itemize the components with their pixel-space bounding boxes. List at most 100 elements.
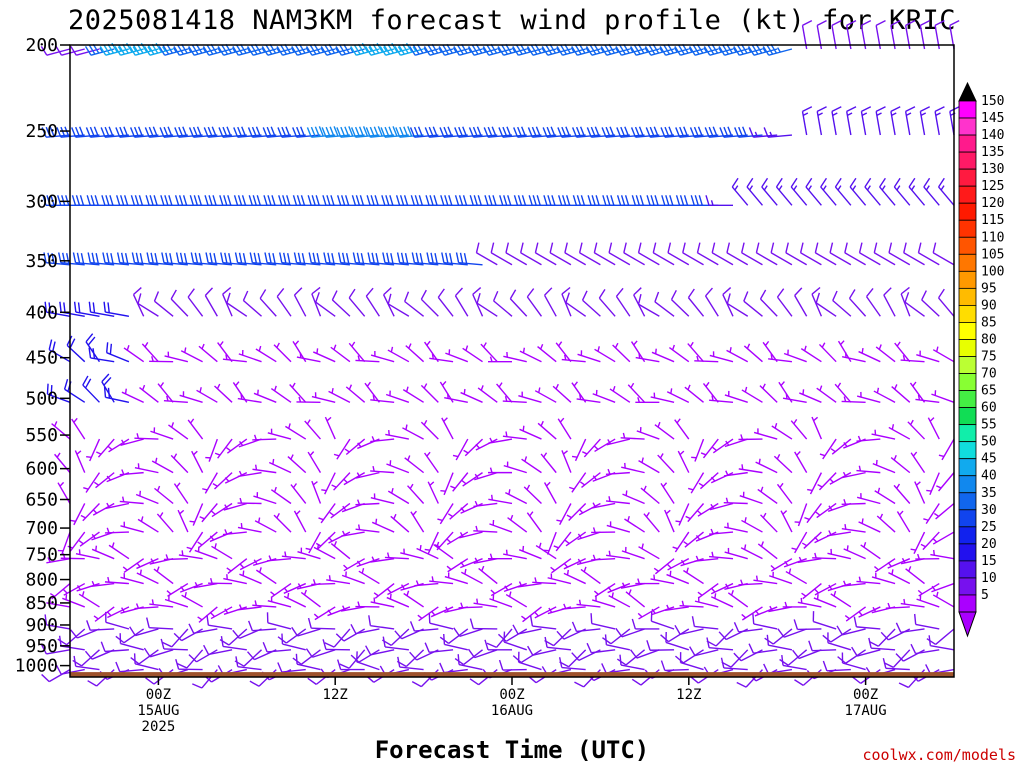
wind-barb <box>411 511 424 532</box>
wind-barb <box>786 568 807 583</box>
wind-barb <box>778 629 807 637</box>
wind-barb <box>147 618 173 629</box>
wind-barb <box>593 390 615 402</box>
wind-barb <box>438 289 453 316</box>
wind-barb <box>922 291 940 317</box>
wind-barb <box>294 511 305 532</box>
wind-barb <box>470 619 497 629</box>
wind-barb <box>911 532 925 554</box>
wind-barb <box>402 425 423 440</box>
wind-barb <box>349 342 364 362</box>
wind-barb <box>772 423 792 439</box>
wind-barb <box>857 493 880 503</box>
wind-barb <box>120 633 143 650</box>
wind-barb <box>661 629 689 642</box>
wind-barb <box>504 584 527 592</box>
wind-barb <box>510 290 526 317</box>
wind-barb <box>616 288 629 316</box>
wind-barb <box>60 302 85 317</box>
wind-barb <box>58 482 70 503</box>
wind-barb <box>488 468 512 473</box>
wind-barb <box>888 569 909 583</box>
y-tick-label: 400 <box>25 302 58 323</box>
wind-barb <box>506 592 527 607</box>
wind-barb <box>579 503 600 514</box>
wind-barb <box>613 343 630 362</box>
wind-barb <box>741 544 762 558</box>
wind-barb <box>291 483 306 503</box>
wind-barb <box>224 607 247 614</box>
colorbar-bin <box>959 442 976 459</box>
y-tick-label: 1000 <box>15 656 58 677</box>
wind-barb <box>678 451 689 473</box>
colorbar-label: 140 <box>981 128 1004 143</box>
wind-barb <box>79 591 99 607</box>
wind-barb <box>104 302 129 317</box>
wind-barb <box>591 613 615 629</box>
wind-barb <box>388 347 409 362</box>
wind-barb <box>931 584 954 592</box>
wind-barb <box>564 570 586 584</box>
wind-barb <box>344 473 365 485</box>
wind-barb <box>749 644 777 653</box>
wind-barb <box>460 559 482 568</box>
y-tick-label: 250 <box>25 121 58 142</box>
wind-barb <box>520 426 542 439</box>
wind-barb <box>777 483 791 503</box>
wind-barb <box>697 503 718 516</box>
wind-barb <box>688 473 703 494</box>
wind-barb <box>513 650 541 663</box>
wind-barb <box>463 346 483 362</box>
wind-barb <box>284 584 306 594</box>
wind-barb <box>756 459 778 473</box>
wind-barb <box>301 590 320 607</box>
wind-barb <box>565 532 585 546</box>
wind-barb <box>874 559 895 572</box>
colorbar-label: 25 <box>981 520 997 535</box>
wind-barb <box>924 178 939 205</box>
colorbar-bin <box>959 510 976 527</box>
wind-barb <box>271 386 291 402</box>
wind-barb <box>437 503 453 523</box>
wind-barb <box>187 532 203 552</box>
wind-barb <box>445 349 467 361</box>
y-tick-label: 750 <box>25 545 58 566</box>
wind-barb <box>168 422 187 439</box>
wind-barb <box>842 472 865 477</box>
wind-barb <box>892 384 910 402</box>
wind-barb <box>535 388 556 403</box>
wind-barb <box>939 178 954 205</box>
x-axis-label: Forecast Time (UTC) <box>375 736 650 764</box>
colorbar-bin <box>959 595 976 612</box>
wind-barb <box>606 469 630 474</box>
wind-barb <box>661 483 674 504</box>
wind-barb <box>639 458 660 473</box>
y-tick-label: 550 <box>25 425 58 446</box>
wind-barb <box>425 643 453 653</box>
wind-barb <box>440 473 453 495</box>
y-tick-label: 600 <box>25 459 58 480</box>
wind-barb <box>821 178 836 205</box>
wind-barb <box>792 532 807 553</box>
wind-barb <box>761 513 778 532</box>
wind-barb <box>386 391 409 403</box>
wind-barb <box>331 541 350 558</box>
wind-barb <box>777 178 792 205</box>
wind-barb <box>453 439 468 460</box>
colorbar-label: 65 <box>981 384 997 399</box>
colorbar-bin <box>959 135 976 152</box>
wind-barb <box>781 511 792 532</box>
wind-barb <box>758 487 777 504</box>
x-tick-label: 12Z <box>676 687 701 703</box>
wind-barb <box>722 650 748 667</box>
wind-barb <box>372 519 394 532</box>
x-tick-label: 00Z <box>853 687 878 703</box>
wind-barb <box>706 288 719 316</box>
wind-barb <box>873 460 895 473</box>
wind-barb <box>254 390 276 403</box>
wind-barb <box>75 451 84 473</box>
wind-barb <box>139 385 158 402</box>
wind-barb <box>461 569 482 584</box>
colorbar-label: 150 <box>981 94 1004 109</box>
colorbar-bin <box>959 493 976 510</box>
